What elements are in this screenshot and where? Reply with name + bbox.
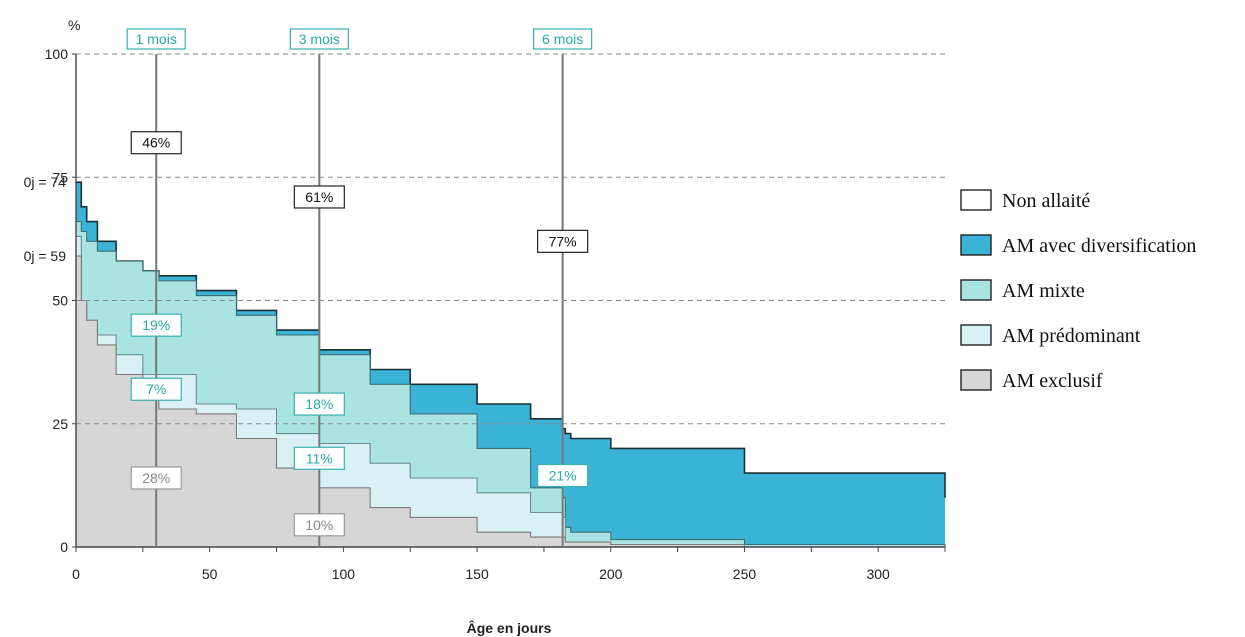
legend-label: AM avec diversification bbox=[1002, 235, 1196, 257]
gridlines bbox=[76, 53, 945, 425]
annotation-label: 10% bbox=[305, 517, 333, 533]
annotation-label: 77% bbox=[549, 233, 577, 249]
x-tick-label: 300 bbox=[866, 566, 890, 582]
annotation-label: 11% bbox=[306, 450, 333, 466]
y-extra-label: 0j = 59 bbox=[24, 248, 67, 264]
legend-swatch bbox=[960, 234, 992, 256]
annotation-box bbox=[130, 131, 182, 155]
legend-label: AM exclusif bbox=[1002, 370, 1103, 392]
annotation-box bbox=[293, 513, 345, 537]
x-tick-label: 0 bbox=[72, 566, 80, 582]
annotation-label: 7% bbox=[146, 381, 166, 397]
legend-swatch bbox=[960, 279, 992, 301]
legend-label: Non allaité bbox=[1002, 190, 1090, 212]
annotation-box bbox=[537, 463, 589, 488]
legend: Non allaité AM avec diversification AM mix… bbox=[960, 189, 1196, 392]
y-tick-label: 50 bbox=[52, 293, 68, 309]
y-tick-label: 25 bbox=[52, 416, 68, 432]
legend-swatch bbox=[960, 369, 992, 391]
y-tick-label: 75 bbox=[52, 169, 68, 185]
x-tick-label: 100 bbox=[332, 566, 356, 582]
y-tick-label: 0 bbox=[60, 539, 68, 555]
legend-swatch bbox=[960, 324, 992, 346]
marker-label-box bbox=[533, 28, 593, 50]
legend-label: AM prédominant bbox=[1002, 325, 1141, 347]
annotation-label: 18% bbox=[305, 396, 333, 412]
y-tick-label: 100 bbox=[45, 46, 69, 62]
x-tick-label: 250 bbox=[733, 566, 757, 582]
annotation-box bbox=[293, 446, 345, 470]
annotation-box bbox=[130, 377, 182, 401]
marker-label: 3 mois bbox=[299, 31, 340, 47]
annotation-box bbox=[293, 185, 345, 209]
month-markers: 1 mois 3 mois 6 mois bbox=[126, 28, 593, 547]
x-tick-label: 50 bbox=[202, 566, 218, 582]
y-extra-label: 0j = 74 bbox=[24, 174, 67, 190]
marker-label-box bbox=[289, 28, 349, 50]
annotation-box bbox=[130, 466, 182, 490]
x-axis-title: Âge en jours bbox=[467, 619, 552, 636]
x-tick-label: 200 bbox=[599, 566, 623, 582]
annotation-label: 21% bbox=[549, 468, 577, 484]
area-am-exclusif bbox=[76, 256, 945, 547]
legend-label: AM mixte bbox=[1002, 280, 1085, 302]
marker-label: 1 mois bbox=[136, 31, 177, 47]
annotation-label: 46% bbox=[142, 135, 170, 151]
x-tick-label: 150 bbox=[465, 566, 489, 582]
annotation-box bbox=[293, 392, 345, 416]
annotation-label: 19% bbox=[142, 317, 170, 333]
annotation-label: 61% bbox=[305, 189, 333, 205]
stacked-areas bbox=[76, 181, 946, 548]
marker-label: 6 mois bbox=[542, 31, 583, 47]
annotation-label: 28% bbox=[142, 470, 170, 486]
percent-annotations: 46% 19% 7% 28% 61% 18% 11% 10% 77% 21% bbox=[130, 131, 589, 537]
annotation-box bbox=[130, 313, 182, 337]
legend-swatch bbox=[960, 189, 992, 211]
marker-label-box bbox=[126, 28, 186, 50]
axes: 0 50 100 150 200 250 300 0 25 50 75 100 0j = 74 0j = … bbox=[24, 46, 946, 582]
y-axis-unit: % bbox=[68, 17, 80, 33]
annotation-box bbox=[537, 229, 589, 253]
